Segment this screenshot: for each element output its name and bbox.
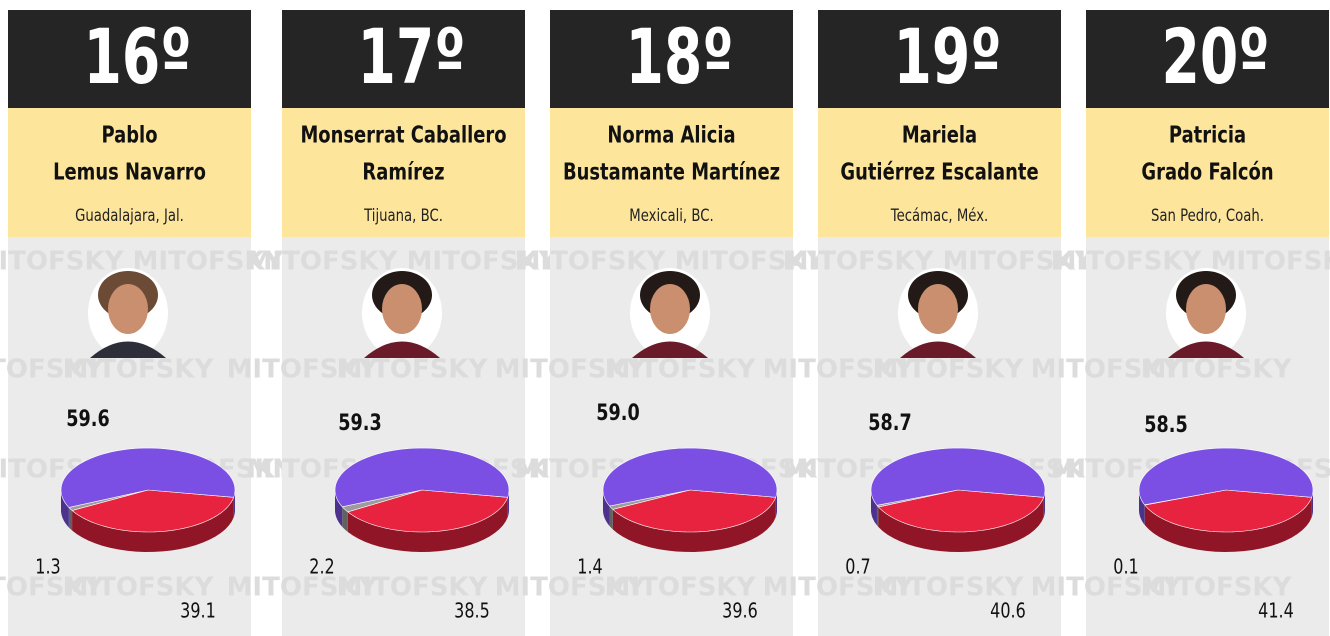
candidate-city: San Pedro, Coah. xyxy=(1151,205,1264,225)
watermark: MITOFSKY xyxy=(515,247,667,277)
candidate-card: MITOFSKYMITOFSKYMITOFSKYMITOFSKYMITOFSKY… xyxy=(1031,10,1330,636)
photo-face xyxy=(108,284,148,334)
slice-side xyxy=(610,506,613,529)
rank: 18º xyxy=(626,12,734,101)
watermark: MITOFSKY xyxy=(1031,355,1183,385)
watermark: MITOFSKY xyxy=(247,247,399,277)
candidate-city: Guadalajara, Jal. xyxy=(75,205,184,225)
photo-face xyxy=(1186,284,1226,334)
watermark: MITOFSKY xyxy=(495,573,647,603)
watermark: MITOFSKY xyxy=(227,355,379,385)
candidate-city: Mexicali, BC. xyxy=(629,205,713,225)
watermark: MITOFSKY xyxy=(0,247,125,277)
value-label: 2.2 xyxy=(309,556,334,579)
photo-face xyxy=(918,284,958,334)
candidate-name: Ramírez xyxy=(362,159,444,186)
slice-side xyxy=(69,507,72,530)
value-label: 39.6 xyxy=(722,600,758,623)
slice-side xyxy=(877,505,878,527)
watermark: MITOFSKY xyxy=(0,355,105,385)
value-label: 1.4 xyxy=(577,556,602,579)
watermark: MITOFSKY xyxy=(1051,247,1203,277)
watermark: MITOFSKY xyxy=(783,247,935,277)
watermark: MITOFSKY xyxy=(227,573,379,603)
candidate-card: MITOFSKYMITOFSKYMITOFSKYMITOFSKYMITOFSKY… xyxy=(0,10,295,636)
infographic: MITOFSKY MITOFSKY MITOFSKY MITOFSKY MITOFSKY… xyxy=(0,0,1330,636)
candidate-name: Bustamante Martínez xyxy=(563,159,780,186)
watermark: MITOFSKY xyxy=(1211,247,1330,277)
value-label: 40.6 xyxy=(990,600,1026,623)
value-label: 58.5 xyxy=(1144,412,1187,437)
candidate-name: Pablo xyxy=(101,122,157,149)
candidate-name: Patricia xyxy=(1169,122,1246,149)
value-label: 39.1 xyxy=(180,600,216,623)
watermark: MITOFSKY xyxy=(1031,573,1183,603)
value-label: 59.6 xyxy=(66,406,109,431)
watermark: MITOFSKY xyxy=(495,355,647,385)
rank: 20º xyxy=(1162,12,1270,101)
candidate-city: Tecámac, Méx. xyxy=(890,205,988,225)
rank: 17º xyxy=(358,12,466,101)
watermark: MITOFSKY xyxy=(763,355,915,385)
candidate-name: Grado Falcón xyxy=(1141,159,1273,186)
value-label: 1.3 xyxy=(35,556,60,579)
value-label: 59.3 xyxy=(338,410,381,435)
value-label: 58.7 xyxy=(868,410,911,435)
rank: 19º xyxy=(894,12,1002,101)
candidate-city: Tijuana, BC. xyxy=(363,205,443,225)
value-label: 38.5 xyxy=(454,600,490,623)
candidate-name: Monserrat Caballero xyxy=(300,122,506,149)
candidate-name: Lemus Navarro xyxy=(53,159,206,186)
value-label: 0.1 xyxy=(1113,556,1138,579)
photo-face xyxy=(382,284,422,334)
candidate-name: Norma Alicia xyxy=(607,122,735,149)
rank: 16º xyxy=(84,12,192,101)
candidate-name: Gutiérrez Escalante xyxy=(840,159,1038,186)
value-label: 0.7 xyxy=(845,556,870,579)
value-label: 59.0 xyxy=(596,400,639,425)
watermark: MITOFSKY xyxy=(763,573,915,603)
value-label: 41.4 xyxy=(1258,600,1294,623)
candidate-name: Mariela xyxy=(902,122,977,149)
photo-face xyxy=(650,284,690,334)
